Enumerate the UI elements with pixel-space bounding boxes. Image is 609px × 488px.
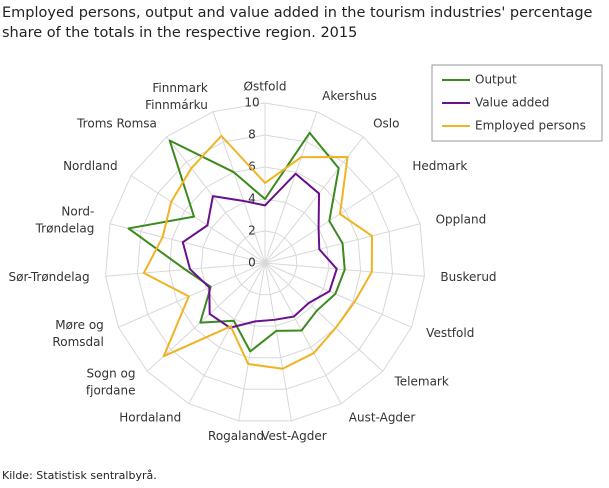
category-label-line: Finnmark [152, 81, 208, 95]
category-label-line: fjordane [86, 383, 136, 397]
category-label: Vestfold [426, 326, 474, 340]
chart-title-line: Employed persons, output and value added… [2, 5, 593, 21]
category-label: Oslo [373, 117, 399, 131]
category-label: Aust-Agder [349, 410, 416, 424]
spoke [264, 262, 412, 328]
spoke [238, 262, 266, 421]
series-line [127, 131, 346, 353]
category-label-line: Sogn og [87, 366, 136, 380]
category-label-line: Romsdal [52, 335, 103, 349]
r-tick-label: 0 [248, 256, 256, 270]
series-line [181, 172, 338, 329]
r-tick-label: 8 [248, 128, 256, 142]
grid-ring [105, 102, 425, 422]
category-label: Akershus [322, 89, 377, 103]
r-tick-label: 4 [248, 192, 256, 206]
source: Kilde: Statistisk sentralbyrå. [2, 469, 157, 482]
category-label: Hedmark [412, 159, 467, 173]
grid-ring [168, 166, 362, 359]
legend-label: Employed persons [475, 119, 586, 133]
spoke [188, 262, 266, 404]
category-label: Østfold [244, 80, 287, 94]
spoke [264, 136, 364, 264]
category-label: Buskerud [440, 270, 496, 284]
legend-label: Value added [475, 96, 549, 110]
category-label-line: Nord- [61, 204, 94, 218]
category-label: Telemark [393, 375, 448, 389]
r-tick-label: 2 [248, 224, 256, 238]
grid-ring [136, 134, 394, 390]
grid-ring [232, 230, 298, 296]
legend-label: Output [475, 73, 517, 87]
category-label: Troms Romsa [76, 117, 157, 131]
category-label: Møre og Romsdal [52, 318, 103, 349]
spoke [146, 262, 266, 372]
r-tick-label: 10 [244, 96, 259, 110]
spoke [130, 175, 266, 264]
category-label: Nord- Trøndelag [35, 204, 95, 235]
category-label-line: Møre og [55, 318, 104, 332]
spoke [109, 223, 266, 264]
chart-title-line: share of the totals in the respective re… [2, 25, 357, 41]
category-label: Oppland [436, 212, 487, 226]
spoke [264, 262, 292, 421]
category-label: Rogaland [208, 429, 264, 443]
category-label: Nordland [63, 159, 118, 173]
category-label: Hordaland [119, 410, 181, 424]
category-label-line: Trøndelag [35, 221, 95, 235]
category-label: Sør-Trøndelag [8, 270, 89, 284]
series-line [142, 134, 374, 370]
category-label: Finnmark Finnmárku [145, 81, 208, 112]
category-label: Vest-Agder [261, 429, 327, 443]
category-label: Sogn og fjordane [86, 366, 136, 397]
grid-ring [200, 198, 330, 327]
spoke [212, 111, 266, 264]
spoke [264, 175, 400, 264]
spoke [264, 262, 384, 372]
spoke [264, 111, 318, 264]
r-tick-label: 6 [248, 160, 256, 174]
category-label-line: Finnmárku [145, 98, 208, 112]
spoke [264, 262, 342, 404]
spoke [118, 262, 266, 328]
spoke [166, 136, 266, 264]
